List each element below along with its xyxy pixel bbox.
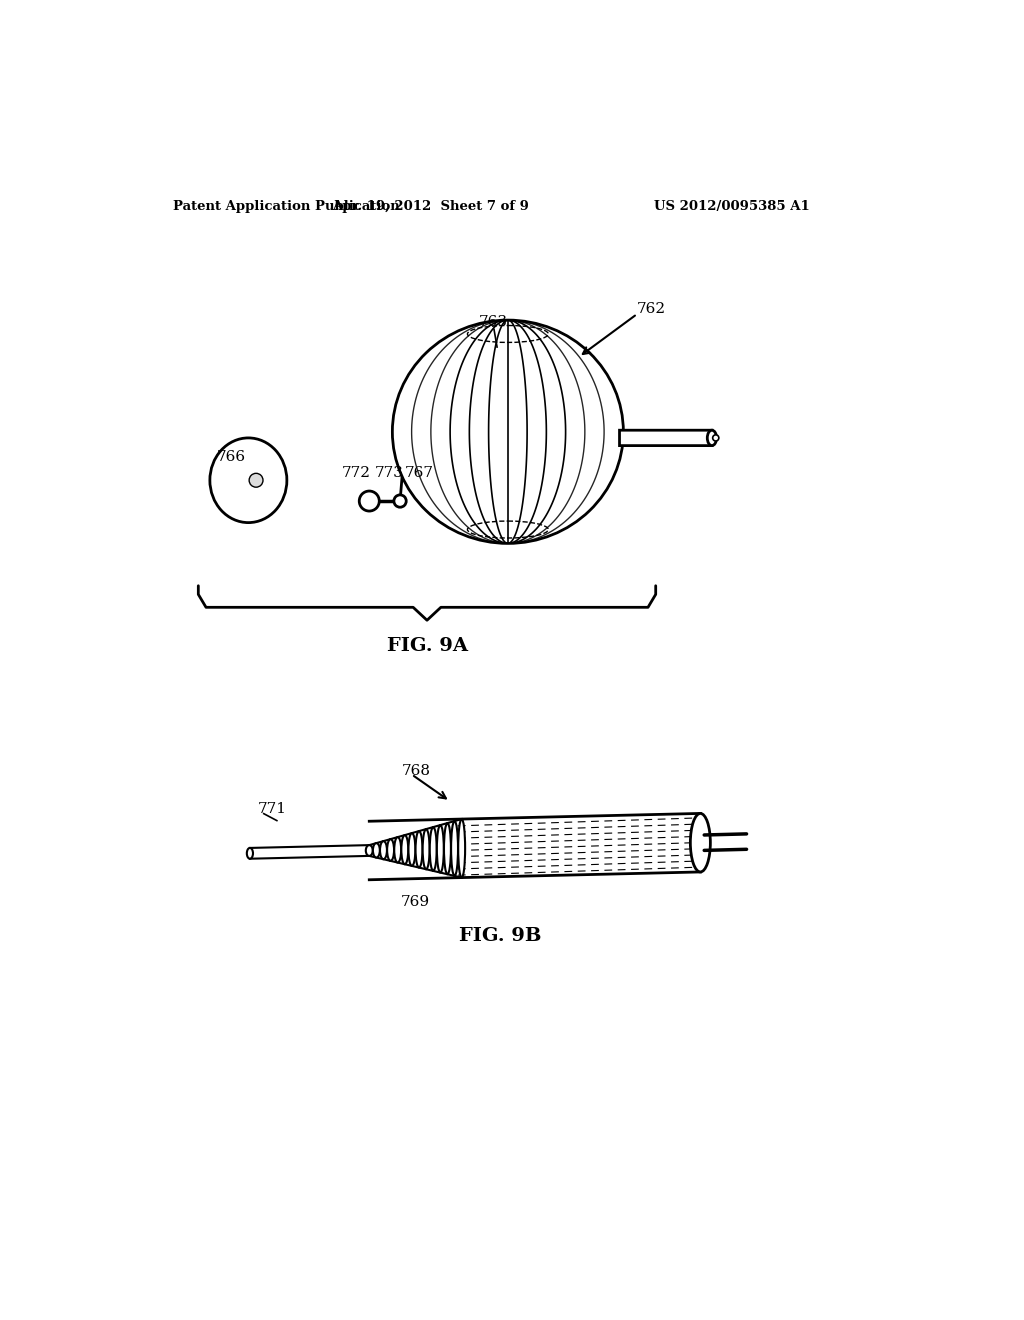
Circle shape xyxy=(713,434,719,441)
Text: 762: 762 xyxy=(637,302,667,317)
Text: 771: 771 xyxy=(258,803,287,816)
Text: Apr. 19, 2012  Sheet 7 of 9: Apr. 19, 2012 Sheet 7 of 9 xyxy=(333,199,529,213)
Ellipse shape xyxy=(394,837,401,862)
Ellipse shape xyxy=(708,430,717,446)
Text: Patent Application Publication: Patent Application Publication xyxy=(173,199,399,213)
Text: 769: 769 xyxy=(401,895,430,908)
Text: FIG. 9B: FIG. 9B xyxy=(459,928,542,945)
Text: 768: 768 xyxy=(401,763,431,777)
Ellipse shape xyxy=(392,321,624,544)
Text: 767: 767 xyxy=(404,466,434,479)
Ellipse shape xyxy=(247,847,253,859)
Ellipse shape xyxy=(416,832,423,867)
Text: 766: 766 xyxy=(217,450,246,465)
Ellipse shape xyxy=(249,474,263,487)
Circle shape xyxy=(359,491,379,511)
Ellipse shape xyxy=(210,438,287,523)
Text: US 2012/0095385 A1: US 2012/0095385 A1 xyxy=(654,199,810,213)
Polygon shape xyxy=(370,813,700,879)
Ellipse shape xyxy=(458,820,465,878)
Text: FIG. 9A: FIG. 9A xyxy=(386,636,468,655)
Ellipse shape xyxy=(366,845,373,855)
Text: 773: 773 xyxy=(375,466,403,479)
Ellipse shape xyxy=(452,821,458,876)
Text: 763: 763 xyxy=(478,315,508,330)
Ellipse shape xyxy=(690,813,711,873)
Ellipse shape xyxy=(380,841,387,859)
FancyBboxPatch shape xyxy=(620,430,712,446)
Ellipse shape xyxy=(444,824,451,874)
Ellipse shape xyxy=(373,843,380,858)
Text: 772: 772 xyxy=(342,466,371,479)
Ellipse shape xyxy=(387,840,394,861)
Ellipse shape xyxy=(430,828,436,871)
Ellipse shape xyxy=(401,836,409,865)
Polygon shape xyxy=(250,845,370,859)
Circle shape xyxy=(394,495,407,507)
Ellipse shape xyxy=(437,825,443,873)
Ellipse shape xyxy=(409,833,416,866)
Ellipse shape xyxy=(423,829,430,870)
